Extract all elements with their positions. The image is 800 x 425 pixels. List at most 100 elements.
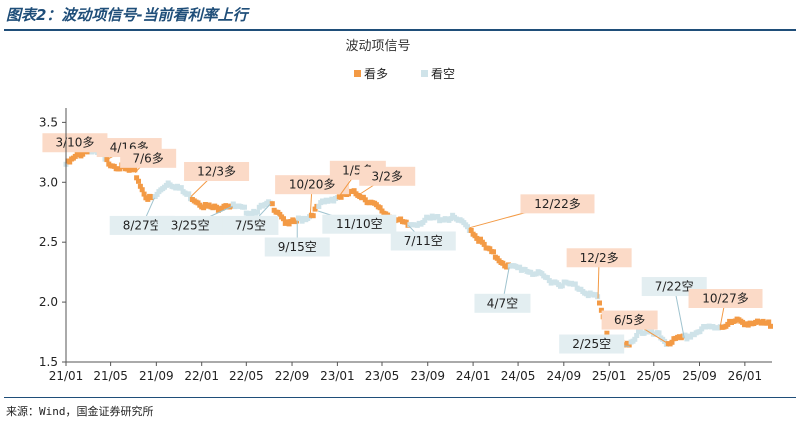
series-point [598,307,604,313]
x-tick-label: 25/05 [636,369,671,383]
series-point [697,329,703,335]
x-tick-label: 24/09 [547,369,582,383]
series-point [474,235,480,241]
series-point [572,281,578,287]
title-rule [4,29,796,31]
series-point [136,178,141,184]
x-tick-label: 22/09 [275,369,310,383]
callout-box [559,334,625,354]
callout-label: 7/5空 [235,218,266,232]
series-point [316,204,322,209]
callout-box [520,194,595,214]
series-point [478,236,483,242]
x-tick-label: 21/05 [93,369,128,383]
series-point [604,330,610,336]
x-tick-label: 23/05 [365,369,400,383]
callout-box [390,231,456,251]
series-point [632,336,638,342]
legend-swatch-long [354,70,361,77]
callout-box [322,214,397,234]
series-point [468,228,474,233]
legend-label-long: 看多 [364,67,388,81]
series-point [500,260,506,266]
callout-label: 4/7空 [487,296,518,310]
series-point [255,209,260,215]
callout-box [157,215,223,235]
callout-box [601,310,658,330]
x-tick-label: 24/01 [456,369,491,383]
chart-title: 波动项信号 [345,39,410,54]
x-tick-label: 23/09 [410,369,445,383]
callout-label: 10/27多 [702,292,749,306]
series-point [725,321,731,327]
callout-box [184,162,250,181]
callout-label: 9/15空 [278,240,317,254]
callout-label: 2/25空 [572,337,611,351]
series-point [230,201,236,207]
x-tick-label: 24/05 [501,369,536,383]
series-point [472,233,478,239]
x-tick-label: 26/01 [728,369,763,383]
callout-label: 6/5多 [614,313,645,327]
x-tick-label: 25/01 [592,369,627,383]
callout-box [566,248,632,268]
series-point [684,336,690,342]
series-point [132,167,138,173]
series-point [312,206,318,212]
callout-box [222,215,279,235]
series-point [481,241,487,247]
legend: 看多 看空 [354,67,455,81]
series-point [294,218,299,224]
legend-swatch-short [421,70,428,77]
source-note: 来源：Wind，国金证券研究所 [6,405,154,418]
x-tick-label: 21/09 [139,369,174,383]
series-point [487,246,493,252]
series-point [585,293,591,299]
callout-label: 3/10多 [55,136,94,150]
callout-box [264,237,330,257]
callout-label: 12/3多 [197,165,236,179]
series-point [626,342,632,348]
series-point [269,201,275,207]
series-point [186,191,192,197]
series-point [766,319,772,325]
series-point [141,191,147,197]
series-point [768,323,773,329]
series-point [338,194,344,200]
series-point [178,185,184,191]
series-point [281,216,286,222]
y-tick-label: 3.0 [39,175,58,189]
series-point [398,216,404,222]
y-tick-label: 1.5 [39,355,58,369]
series-point [214,204,220,210]
callout-label: 12/2多 [580,251,619,265]
callout-label: 12/22多 [534,197,581,211]
series-point [634,333,640,338]
y-tick-label: 2.0 [39,295,58,309]
series-point [649,328,654,334]
callout-label: 7/6多 [132,151,163,165]
callout-box [474,293,531,313]
x-tick-label: 21/01 [49,369,84,383]
series-point [297,216,303,222]
series-point [249,211,255,217]
series-point [688,334,694,340]
x-tick-label: 22/05 [229,369,264,383]
x-tick-label: 25/09 [682,369,717,383]
series-point [448,216,454,222]
series-point [435,214,441,219]
callout-box [42,133,108,153]
callout-label: 7/22空 [655,280,694,294]
callout-label: 11/10空 [336,217,383,231]
callout-label: 10/20多 [289,178,336,192]
series-point [597,300,602,306]
callout-label: 7/11空 [404,234,443,248]
series-point [362,197,368,203]
series-point [517,264,523,270]
series-point [201,205,207,211]
series-point [242,204,247,210]
series-point [117,166,123,172]
series-point [669,339,675,345]
